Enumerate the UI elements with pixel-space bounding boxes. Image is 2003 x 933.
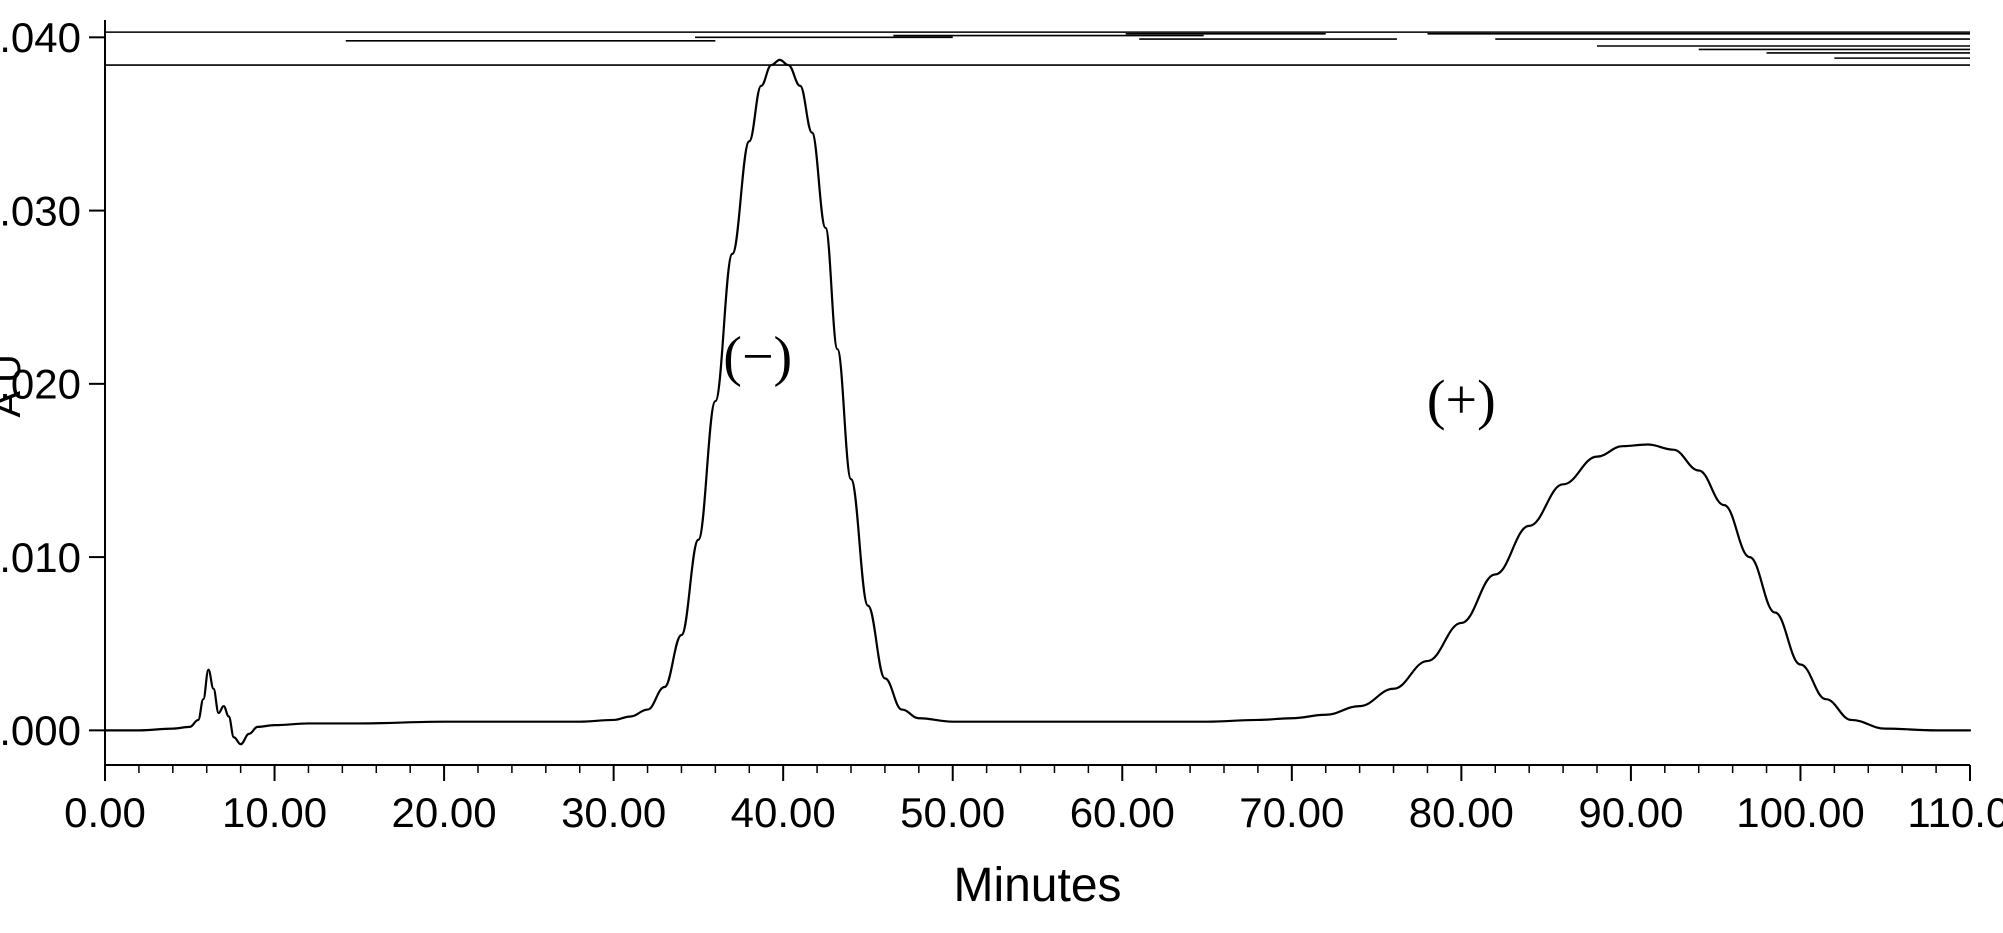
- x-tick-label: 20.00: [392, 789, 497, 836]
- x-tick-label: 90.00: [1578, 789, 1683, 836]
- x-tick-label: 100.00: [1736, 789, 1864, 836]
- x-tick-label: 40.00: [731, 789, 836, 836]
- x-tick-label: 30.00: [561, 789, 666, 836]
- y-axis-label: AU: [0, 346, 29, 418]
- x-tick-label: 60.00: [1070, 789, 1175, 836]
- peak-annotation: (−): [723, 326, 792, 388]
- y-tick-label: 0.040: [0, 14, 81, 61]
- x-tick-label: 0.00: [64, 789, 146, 836]
- x-tick-label: 110.00: [1907, 789, 2003, 836]
- y-tick-label: 0.030: [0, 187, 81, 234]
- x-tick-label: 70.00: [1239, 789, 1344, 836]
- x-tick-label: 10.00: [222, 789, 327, 836]
- y-tick-label: 0.000: [0, 707, 81, 754]
- y-tick-label: 0.010: [0, 534, 81, 581]
- peak-annotation: (+): [1427, 369, 1496, 431]
- x-tick-label: 80.00: [1409, 789, 1514, 836]
- x-axis-label: Minutes: [953, 859, 1121, 912]
- chromatogram-chart: 0.0000.0100.0200.0300.0400.0010.0020.003…: [0, 0, 2003, 933]
- x-tick-label: 50.00: [900, 789, 1005, 836]
